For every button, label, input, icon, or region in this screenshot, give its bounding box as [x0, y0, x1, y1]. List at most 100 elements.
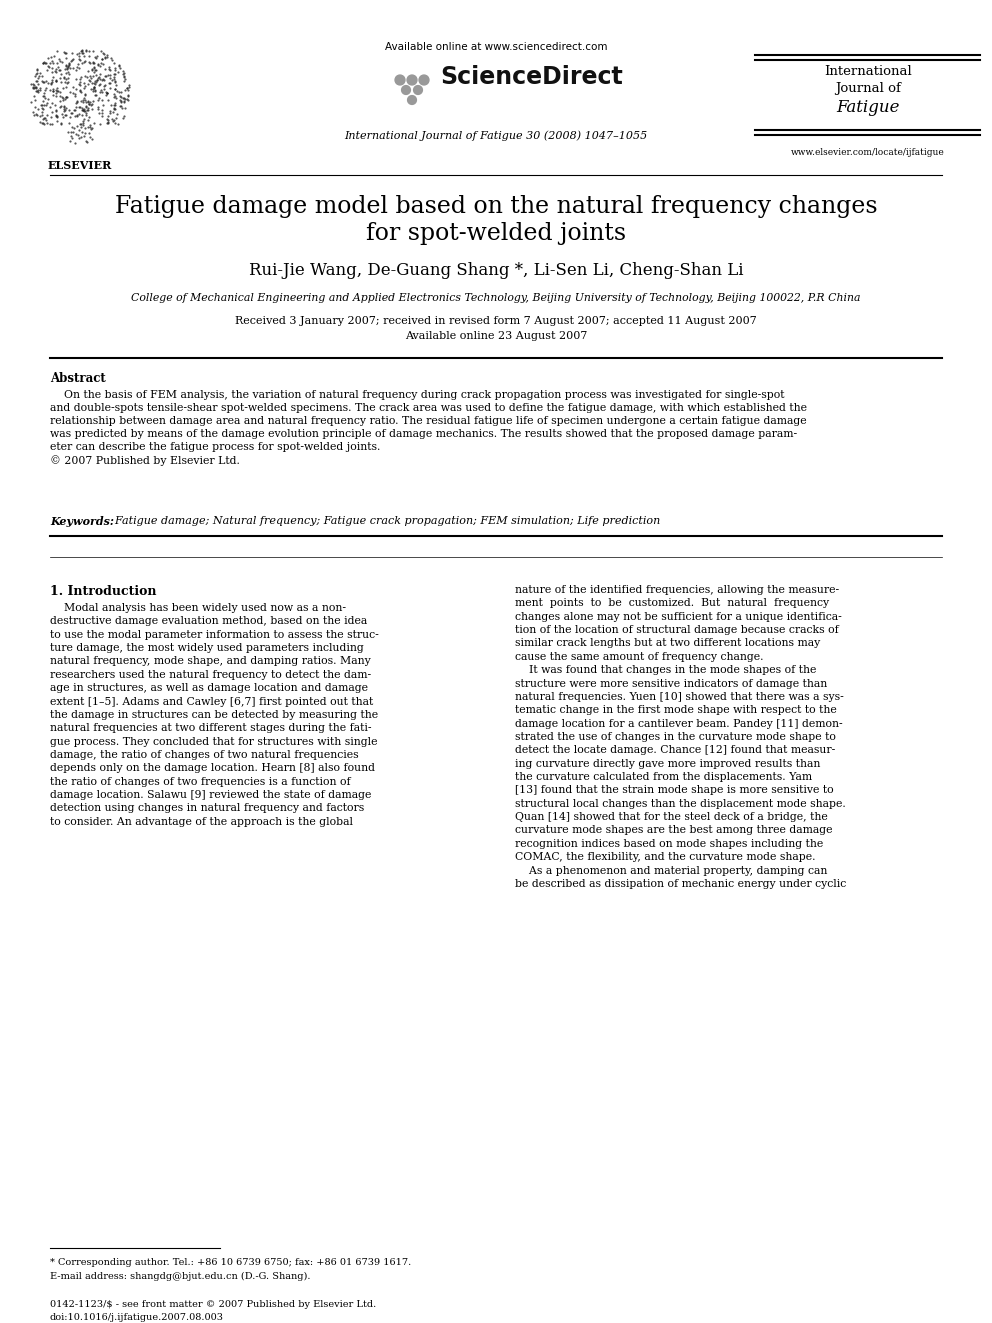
Point	[98, 85, 114, 106]
Point	[48, 61, 63, 82]
Point	[53, 90, 68, 111]
Point	[30, 67, 46, 89]
Point	[69, 91, 85, 112]
Point	[38, 79, 54, 101]
Point	[106, 85, 122, 106]
Point	[73, 81, 89, 102]
Point	[83, 79, 99, 101]
Point	[49, 70, 64, 91]
Circle shape	[408, 95, 417, 105]
Point	[60, 57, 75, 78]
Point	[69, 57, 85, 78]
Point	[45, 53, 61, 74]
Point	[33, 111, 49, 132]
Point	[91, 102, 107, 123]
Point	[108, 87, 124, 108]
Point	[89, 70, 105, 91]
Point	[68, 90, 84, 111]
Point	[106, 53, 122, 74]
Point	[52, 60, 67, 81]
Point	[35, 71, 51, 93]
Point	[92, 69, 108, 90]
Point	[100, 111, 116, 132]
Point	[79, 74, 95, 95]
Text: ELSEVIER: ELSEVIER	[48, 160, 112, 171]
Point	[40, 89, 56, 110]
Point	[85, 73, 101, 94]
Point	[102, 73, 118, 94]
Point	[30, 62, 46, 83]
Point	[109, 81, 125, 102]
Point	[113, 95, 129, 116]
Point	[62, 81, 78, 102]
Point	[38, 110, 54, 131]
Point	[74, 40, 90, 61]
Point	[28, 78, 44, 99]
Point	[60, 71, 75, 93]
Text: Journal of: Journal of	[835, 82, 901, 95]
Point	[62, 107, 78, 128]
Point	[106, 83, 122, 105]
Point	[121, 77, 137, 98]
Point	[107, 64, 123, 85]
Circle shape	[414, 86, 423, 94]
Point	[70, 124, 86, 146]
Point	[119, 78, 135, 99]
Point	[71, 97, 87, 118]
Point	[50, 106, 65, 127]
Point	[42, 79, 58, 101]
Point	[37, 114, 53, 135]
Point	[75, 98, 91, 119]
Point	[65, 77, 81, 98]
Point	[75, 73, 91, 94]
Point	[23, 74, 39, 95]
Point	[89, 70, 105, 91]
Point	[58, 56, 73, 77]
Point	[48, 70, 63, 91]
Point	[70, 53, 86, 74]
Point	[58, 42, 73, 64]
Point	[89, 90, 105, 111]
Point	[76, 126, 92, 147]
Point	[94, 48, 110, 69]
Point	[79, 110, 95, 131]
Point	[39, 78, 55, 99]
Point	[67, 123, 83, 144]
Text: Available online 23 August 2007: Available online 23 August 2007	[405, 331, 587, 341]
Point	[44, 101, 60, 122]
Text: ScienceDirect: ScienceDirect	[440, 65, 623, 89]
Point	[69, 105, 85, 126]
Point	[64, 83, 80, 105]
Point	[75, 108, 91, 130]
Point	[56, 90, 71, 111]
Point	[62, 99, 77, 120]
Point	[81, 93, 97, 114]
Point	[35, 99, 51, 120]
Point	[35, 108, 51, 130]
Point	[27, 105, 43, 126]
Point	[50, 111, 65, 132]
Point	[71, 42, 87, 64]
Point	[87, 60, 103, 81]
Point	[79, 131, 95, 152]
Point	[79, 97, 95, 118]
Point	[102, 65, 118, 86]
Point	[38, 107, 54, 128]
Point	[30, 58, 46, 79]
Point	[81, 94, 97, 115]
Point	[25, 75, 41, 97]
Point	[38, 87, 54, 108]
Point	[104, 70, 120, 91]
Point	[90, 54, 106, 75]
Point	[113, 98, 129, 119]
Point	[97, 46, 113, 67]
Point	[65, 58, 81, 79]
Point	[117, 79, 133, 101]
Point	[55, 106, 70, 127]
Point	[86, 81, 102, 102]
Point	[38, 53, 54, 74]
Point	[105, 110, 121, 131]
Point	[45, 61, 61, 82]
Point	[76, 78, 92, 99]
Point	[78, 105, 94, 126]
